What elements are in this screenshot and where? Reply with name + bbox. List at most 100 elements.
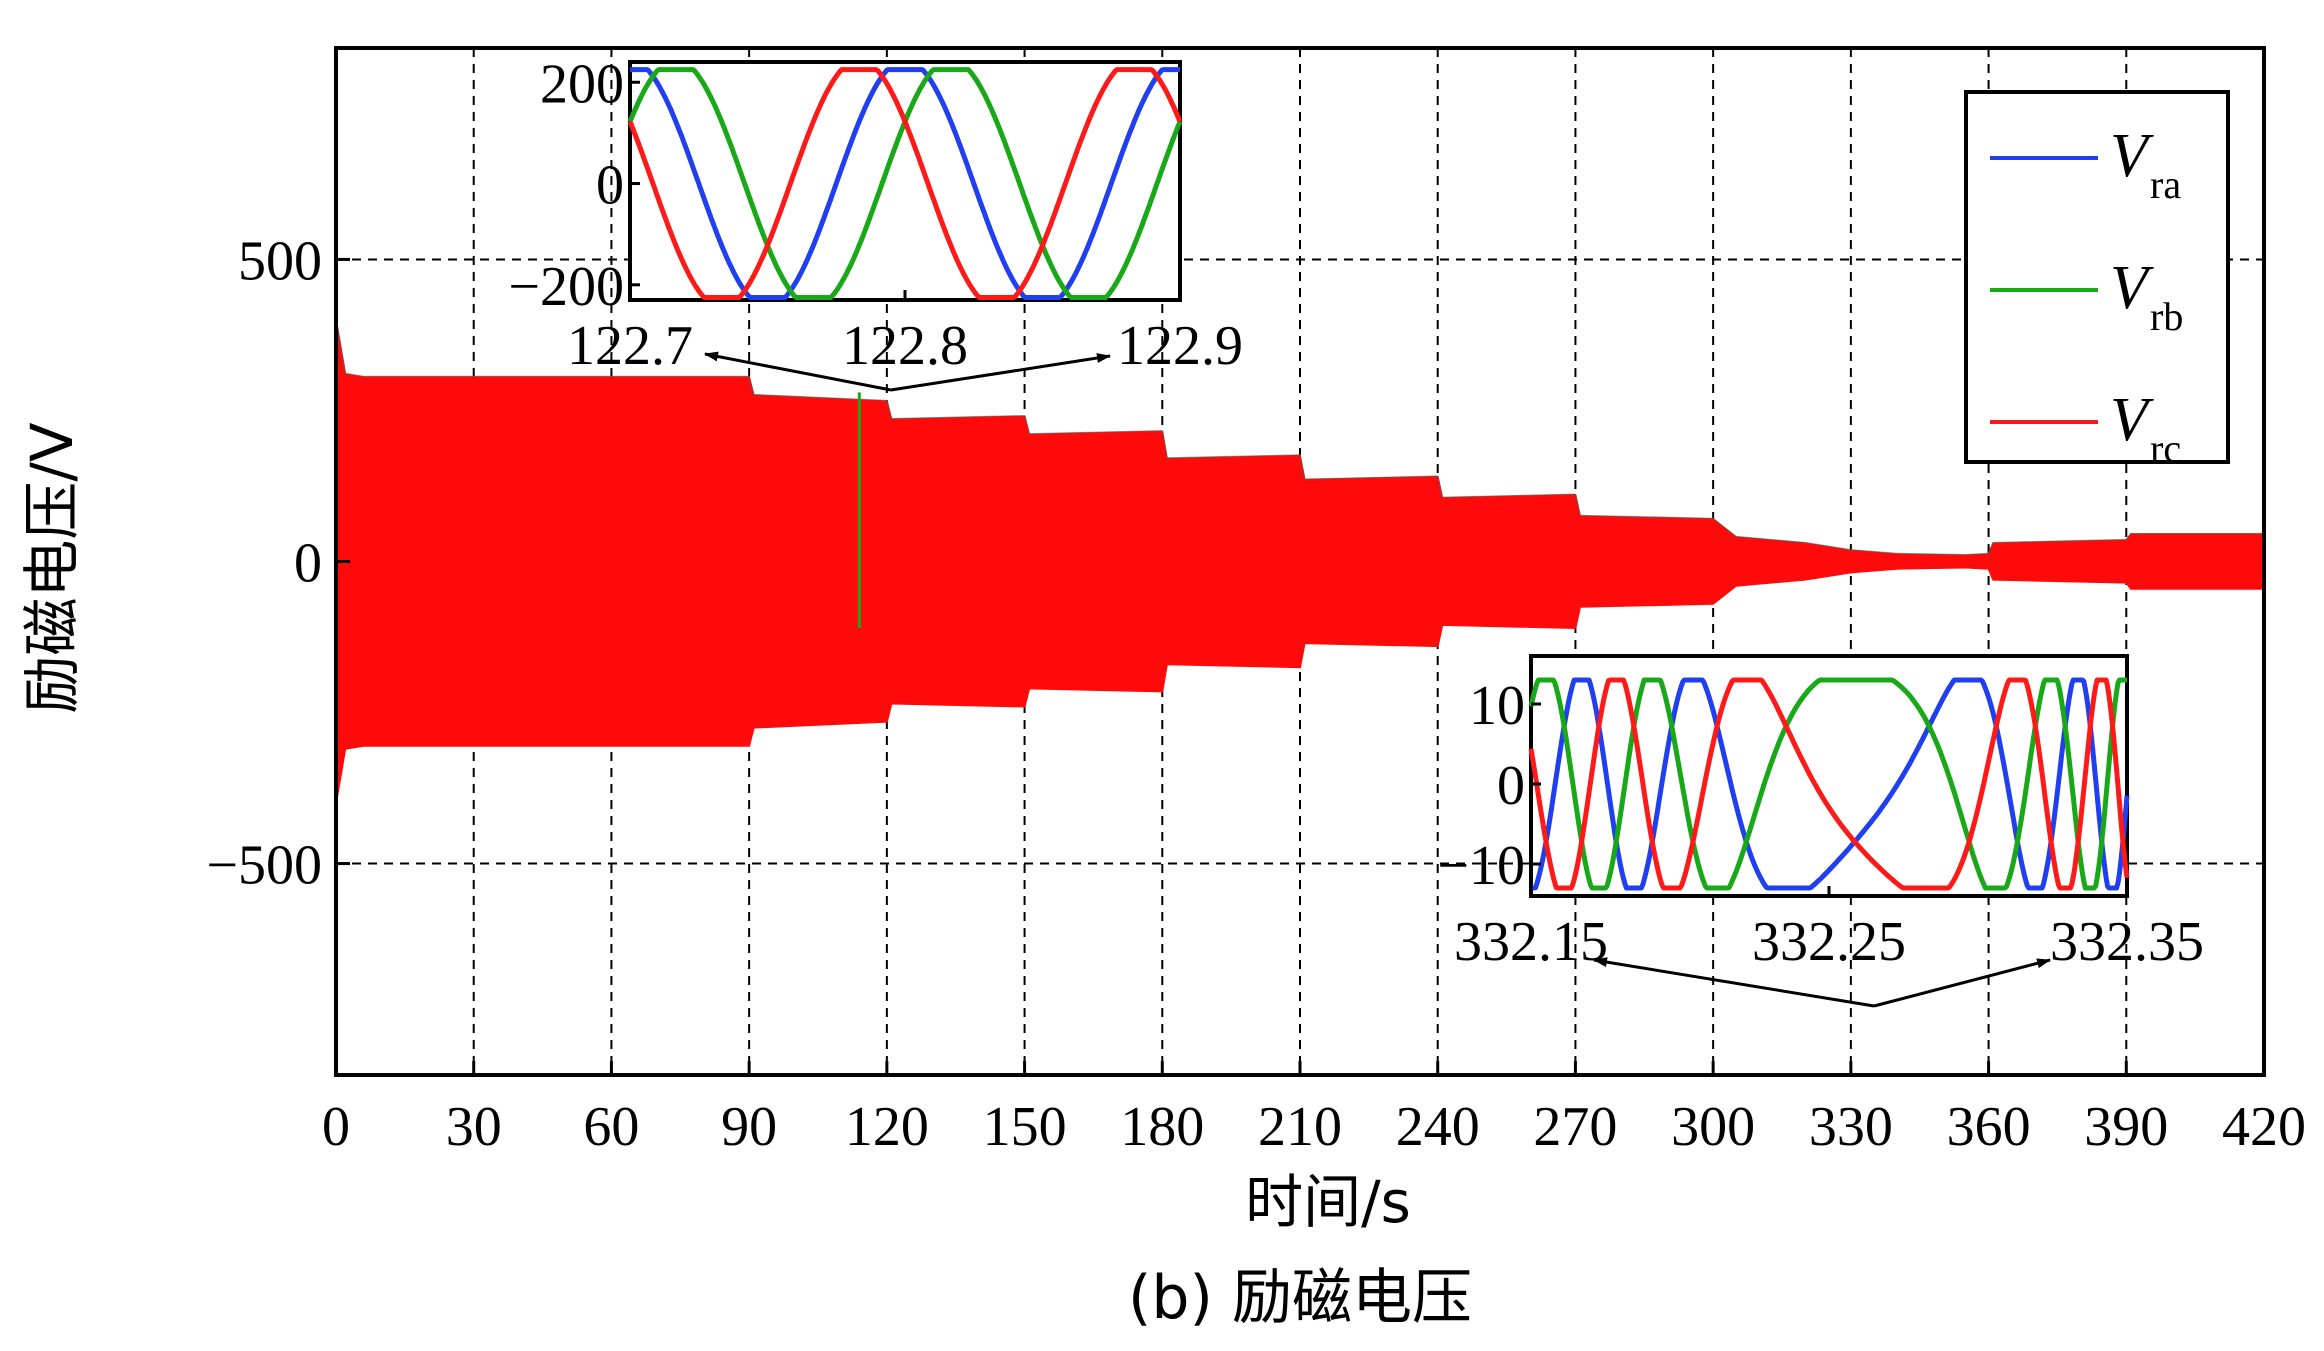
- envelope-edge: [1437, 475, 1443, 498]
- envelope-edge: [1965, 552, 1989, 555]
- x-tick-label: 150: [983, 1096, 1067, 1158]
- envelope-edge: [1161, 430, 1168, 458]
- y-tick-label: 500: [238, 230, 322, 292]
- y-axis-label: 励磁电压/V: [18, 422, 86, 714]
- inset-series-line: [1528, 677, 2128, 891]
- envelope-edge: [1166, 454, 1301, 459]
- x-tick-label: 420: [2222, 1096, 2306, 1158]
- legend-label: V: [2110, 254, 2154, 322]
- inset-x-tick-label: 122.8: [842, 315, 968, 377]
- envelope-edge: [345, 372, 364, 377]
- inset-y-tick-label: −200: [508, 256, 624, 318]
- legend-box: [1964, 90, 2230, 464]
- x-tick-label: 210: [1258, 1096, 1342, 1158]
- x-tick-label: 120: [845, 1096, 929, 1158]
- zoom-arrow: [890, 353, 1111, 392]
- x-axis-ticks: 0 30 60 90 120 150 180 210 240 270 300 330 360 390 420: [322, 1061, 2306, 1158]
- inset-x-tick-label: 122.7: [567, 315, 693, 377]
- envelope-edge: [1850, 549, 1897, 554]
- envelope-edge: [748, 376, 755, 395]
- envelope-edge: [891, 415, 1025, 420]
- x-tick-label: 60: [583, 1096, 639, 1158]
- inset-x-tick-label: 332.15: [1454, 911, 1608, 973]
- inset-x-tick-label: 332.35: [2050, 911, 2204, 973]
- envelope-edge: [1161, 430, 1168, 458]
- legend-label-sub: ra: [2150, 162, 2181, 207]
- inset-bottom: 10 0 −10 332.15 332.25 332.35: [1437, 654, 2204, 973]
- envelope-edge: [1299, 454, 1306, 480]
- envelope-edge: [1965, 552, 1989, 555]
- inset-series-line: [628, 67, 1182, 300]
- legend-label-sub: rc: [2150, 426, 2181, 471]
- inset-y-tick-label: 200: [540, 53, 624, 115]
- envelope-edge: [1304, 475, 1438, 480]
- envelope-edge: [1580, 514, 1714, 519]
- envelope-edge: [1896, 552, 1966, 555]
- envelope-edge: [1437, 475, 1443, 498]
- inset-y-tick-label: 10: [1469, 675, 1525, 737]
- legend-label: V: [2110, 386, 2154, 454]
- inset-series-line: [627, 67, 1183, 300]
- inset-x-tick-label: 122.9: [1117, 315, 1243, 377]
- inset-y-tick-label: −10: [1437, 835, 1525, 897]
- y-tick-label: 0: [294, 533, 322, 595]
- inset-frame: [628, 60, 1182, 302]
- envelope-edge: [1442, 493, 1576, 498]
- inset-y-tick-label: 0: [596, 155, 624, 217]
- envelope-edge: [1304, 475, 1438, 480]
- envelope-edge: [1712, 517, 1737, 537]
- envelope-edge: [753, 393, 887, 401]
- envelope-edge: [1736, 535, 1805, 543]
- y-tick-label: −500: [206, 835, 322, 897]
- envelope-edge: [1993, 538, 2127, 543]
- envelope-edge: [886, 400, 892, 419]
- legend-label: V: [2110, 122, 2154, 190]
- envelope-edge: [1804, 541, 1851, 551]
- envelope-edge: [1299, 454, 1306, 480]
- inset-series-line: [1528, 677, 2130, 891]
- envelope-edge: [1988, 542, 1994, 554]
- envelope-edge: [1029, 430, 1163, 435]
- x-axis-label: 时间/s: [1245, 1168, 1411, 1236]
- zoom-arrow: [1873, 958, 2051, 1008]
- inset-x-tick-label: 332.25: [1752, 911, 1906, 973]
- envelope-edge: [1166, 454, 1301, 459]
- envelope-edge: [1024, 415, 1030, 434]
- envelope-edge: [1024, 415, 1030, 434]
- x-tick-label: 30: [446, 1096, 502, 1158]
- envelope-edge: [345, 372, 364, 377]
- x-tick-label: 330: [1809, 1096, 1893, 1158]
- envelope-edge: [2125, 533, 2132, 540]
- envelope-edge: [1029, 430, 1163, 435]
- envelope-edge: [1850, 549, 1897, 554]
- envelope-edge: [753, 393, 887, 401]
- inset-series-line: [1530, 677, 2130, 891]
- envelope-edge: [891, 415, 1025, 420]
- envelope-edge: [1712, 517, 1737, 537]
- envelope-edge: [1736, 535, 1805, 543]
- x-tick-label: 240: [1396, 1096, 1480, 1158]
- y-axis-ticks: 500 0 −500: [206, 230, 350, 897]
- x-tick-label: 390: [2084, 1096, 2168, 1158]
- x-tick-label: 0: [322, 1096, 350, 1158]
- envelope-edge: [1574, 493, 1581, 516]
- envelope-edge: [1442, 493, 1576, 498]
- envelope-edge: [2125, 533, 2132, 540]
- envelope-edge: [1896, 552, 1966, 555]
- x-tick-label: 270: [1533, 1096, 1617, 1158]
- envelope-edge: [1988, 542, 1994, 554]
- zoom-arrow: [704, 351, 892, 392]
- envelope-edge: [1993, 538, 2127, 543]
- legend-label-sub: rb: [2150, 294, 2183, 339]
- zoom-arrows: [704, 351, 2051, 1008]
- x-tick-label: 90: [721, 1096, 777, 1158]
- figure-caption: (b) 励磁电压: [1128, 1263, 1472, 1333]
- envelope-edge: [1804, 541, 1851, 551]
- x-tick-label: 180: [1120, 1096, 1204, 1158]
- x-tick-label: 300: [1671, 1096, 1755, 1158]
- envelope-edge: [1574, 493, 1581, 516]
- inset-y-tick-label: 0: [1497, 755, 1525, 817]
